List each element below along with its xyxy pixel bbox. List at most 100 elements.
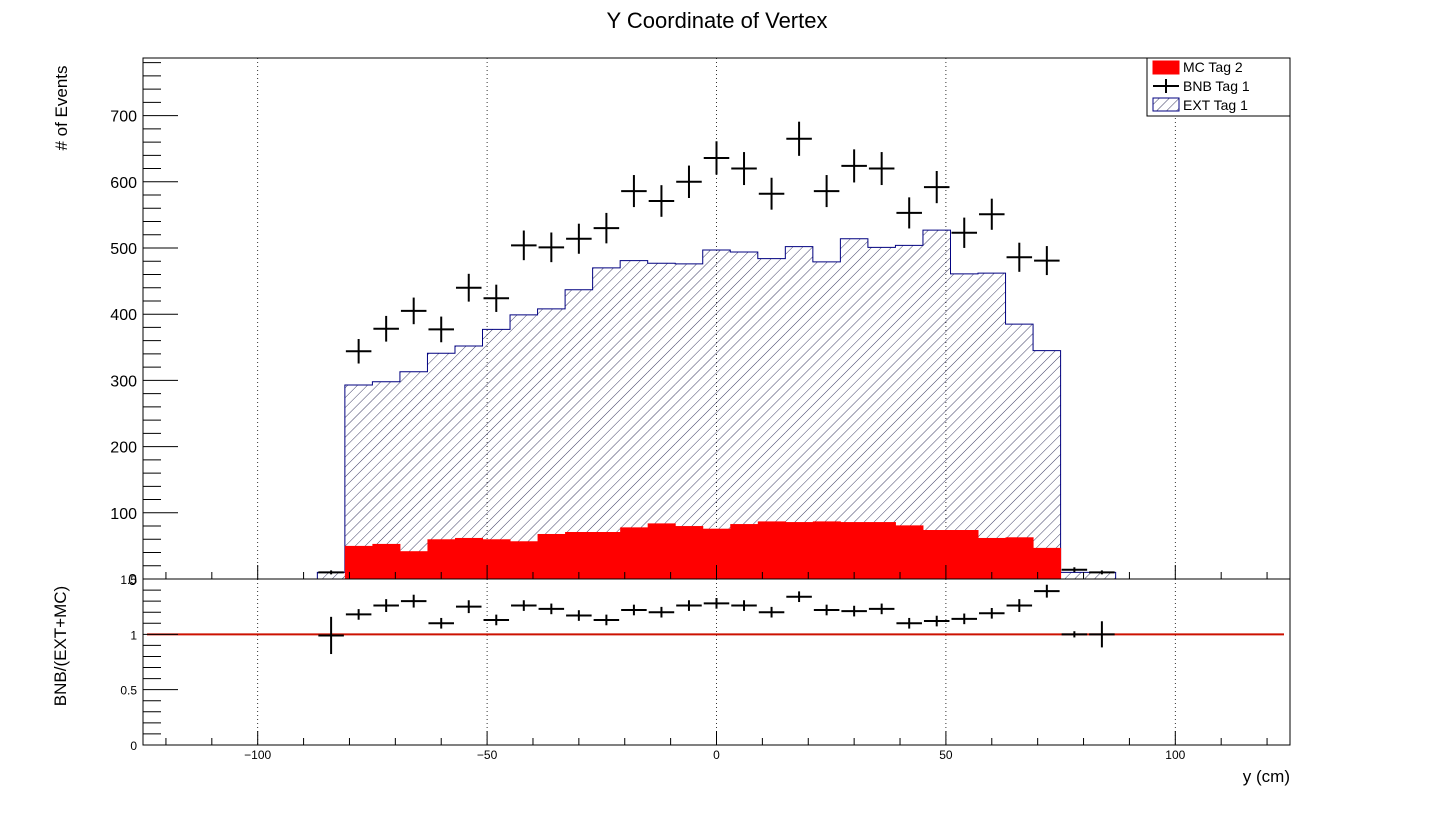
ratio-point bbox=[1006, 599, 1033, 612]
ratio-point bbox=[455, 600, 482, 614]
mc-bar bbox=[757, 521, 786, 579]
y-tick-label: 300 bbox=[110, 373, 137, 390]
x-tick-label: −100 bbox=[244, 748, 271, 762]
ratio-point bbox=[621, 604, 647, 616]
bnb-point bbox=[813, 175, 840, 208]
bnb-point bbox=[538, 232, 565, 263]
ratio-point bbox=[318, 616, 344, 655]
bnb-point bbox=[731, 152, 757, 186]
mc-bar bbox=[1005, 537, 1034, 579]
y-tick-label: 400 bbox=[110, 307, 137, 324]
ext-bar bbox=[317, 572, 345, 579]
mc-bar bbox=[565, 531, 594, 579]
bnb-data-points bbox=[318, 121, 1115, 575]
ratio-point bbox=[373, 599, 399, 612]
mc-bar bbox=[647, 523, 676, 579]
bnb-point bbox=[1061, 567, 1088, 573]
ext-bar bbox=[978, 273, 1006, 579]
bnb-point bbox=[676, 165, 702, 199]
x-tick-label: 100 bbox=[1165, 748, 1185, 762]
ratio-point bbox=[511, 600, 537, 611]
ratio-point bbox=[979, 607, 1005, 619]
bnb-point bbox=[703, 141, 730, 175]
top-y-axis: 700 600 500 400 300 200 100 0 bbox=[110, 62, 178, 589]
mc-bar bbox=[675, 526, 704, 579]
bnb-point bbox=[648, 185, 675, 217]
ratio-point bbox=[648, 606, 675, 618]
y-tick-label: 500 bbox=[110, 241, 137, 258]
ratio-point bbox=[896, 617, 922, 629]
bnb-point bbox=[896, 197, 922, 229]
bnb-point bbox=[923, 171, 950, 204]
legend-bnb-label: BNB Tag 1 bbox=[1183, 78, 1250, 94]
x-tick-label: 50 bbox=[939, 748, 953, 762]
bnb-point bbox=[758, 177, 785, 210]
bnb-point bbox=[1006, 242, 1033, 272]
bnb-point bbox=[400, 297, 427, 325]
ratio-point bbox=[400, 594, 427, 608]
legend: MC Tag 2 BNB Tag 1 EXT Tag 1 bbox=[1146, 57, 1291, 117]
mc-bar bbox=[592, 531, 621, 579]
mc-bar bbox=[730, 524, 759, 579]
mc-bar bbox=[840, 522, 869, 579]
x-axis-label: y (cm) bbox=[1243, 767, 1290, 786]
mc-bar bbox=[895, 525, 924, 579]
bnb-point bbox=[621, 175, 647, 208]
mc-bar bbox=[950, 530, 979, 579]
bnb-point bbox=[786, 121, 812, 156]
bnb-point bbox=[1089, 570, 1115, 575]
ext-bar bbox=[702, 249, 731, 579]
ext-bar bbox=[592, 267, 621, 579]
ratio-point bbox=[345, 609, 372, 620]
main-histogram-panel: 700 600 500 400 300 200 100 0 # of Events bbox=[52, 57, 1291, 589]
ratio-point bbox=[676, 600, 702, 611]
ext-bar bbox=[565, 289, 593, 579]
mc-bar bbox=[372, 543, 401, 579]
ratio-y-tick-label: 0.5 bbox=[120, 684, 137, 698]
ratio-point bbox=[593, 614, 620, 626]
ratio-point bbox=[1089, 621, 1115, 648]
bnb-point bbox=[566, 223, 592, 254]
mc-bar bbox=[867, 522, 896, 579]
ratio-point bbox=[428, 617, 454, 629]
ext-bar bbox=[1060, 572, 1089, 579]
ratio-point bbox=[1034, 584, 1060, 598]
ext-outline bbox=[316, 229, 1117, 579]
x-tick-label: −50 bbox=[477, 748, 498, 762]
ext-bar bbox=[1005, 324, 1034, 579]
ext-bar bbox=[1088, 572, 1116, 579]
ext-bar bbox=[950, 273, 979, 579]
ratio-point bbox=[841, 605, 867, 617]
mc-bar bbox=[537, 533, 566, 579]
y-tick-label: 700 bbox=[110, 109, 137, 126]
ratio-point bbox=[731, 600, 757, 611]
bnb-point bbox=[345, 339, 372, 364]
ratio-point bbox=[786, 591, 812, 603]
ratio-point bbox=[923, 615, 950, 627]
ext-bar bbox=[510, 314, 538, 579]
y-tick-label: 0 bbox=[128, 572, 137, 589]
ext-bar bbox=[399, 371, 428, 579]
ratio-y-tick-label: 0 bbox=[130, 739, 137, 753]
x-axis: −100 −50 0 50 100 bbox=[165, 731, 1268, 762]
mc-bar bbox=[785, 522, 814, 579]
bnb-point bbox=[951, 217, 978, 248]
ext-bar bbox=[1033, 350, 1061, 579]
mc-histogram bbox=[344, 521, 1062, 579]
ratio-point bbox=[951, 613, 978, 625]
ratio-points bbox=[318, 584, 1115, 655]
ratio-point bbox=[703, 598, 730, 609]
mc-bar bbox=[510, 541, 539, 579]
ratio-panel: 1.5 1 0.5 0 −100 −50 0 50 100 BNB/(EXT+MC) y (c… bbox=[51, 573, 1291, 786]
legend-ext-label: EXT Tag 1 bbox=[1183, 97, 1248, 113]
bnb-point bbox=[593, 212, 620, 244]
ratio-point bbox=[538, 603, 565, 615]
ratio-y-axis: 1.5 1 0.5 0 bbox=[120, 573, 178, 753]
ratio-y-tick-label: 1.5 bbox=[120, 573, 137, 587]
ext-bar bbox=[895, 245, 923, 580]
chart-title: Y Coordinate of Vertex bbox=[607, 8, 828, 33]
bnb-point bbox=[868, 152, 895, 186]
legend-ext-swatch bbox=[1152, 97, 1180, 112]
mc-bar bbox=[454, 537, 484, 579]
